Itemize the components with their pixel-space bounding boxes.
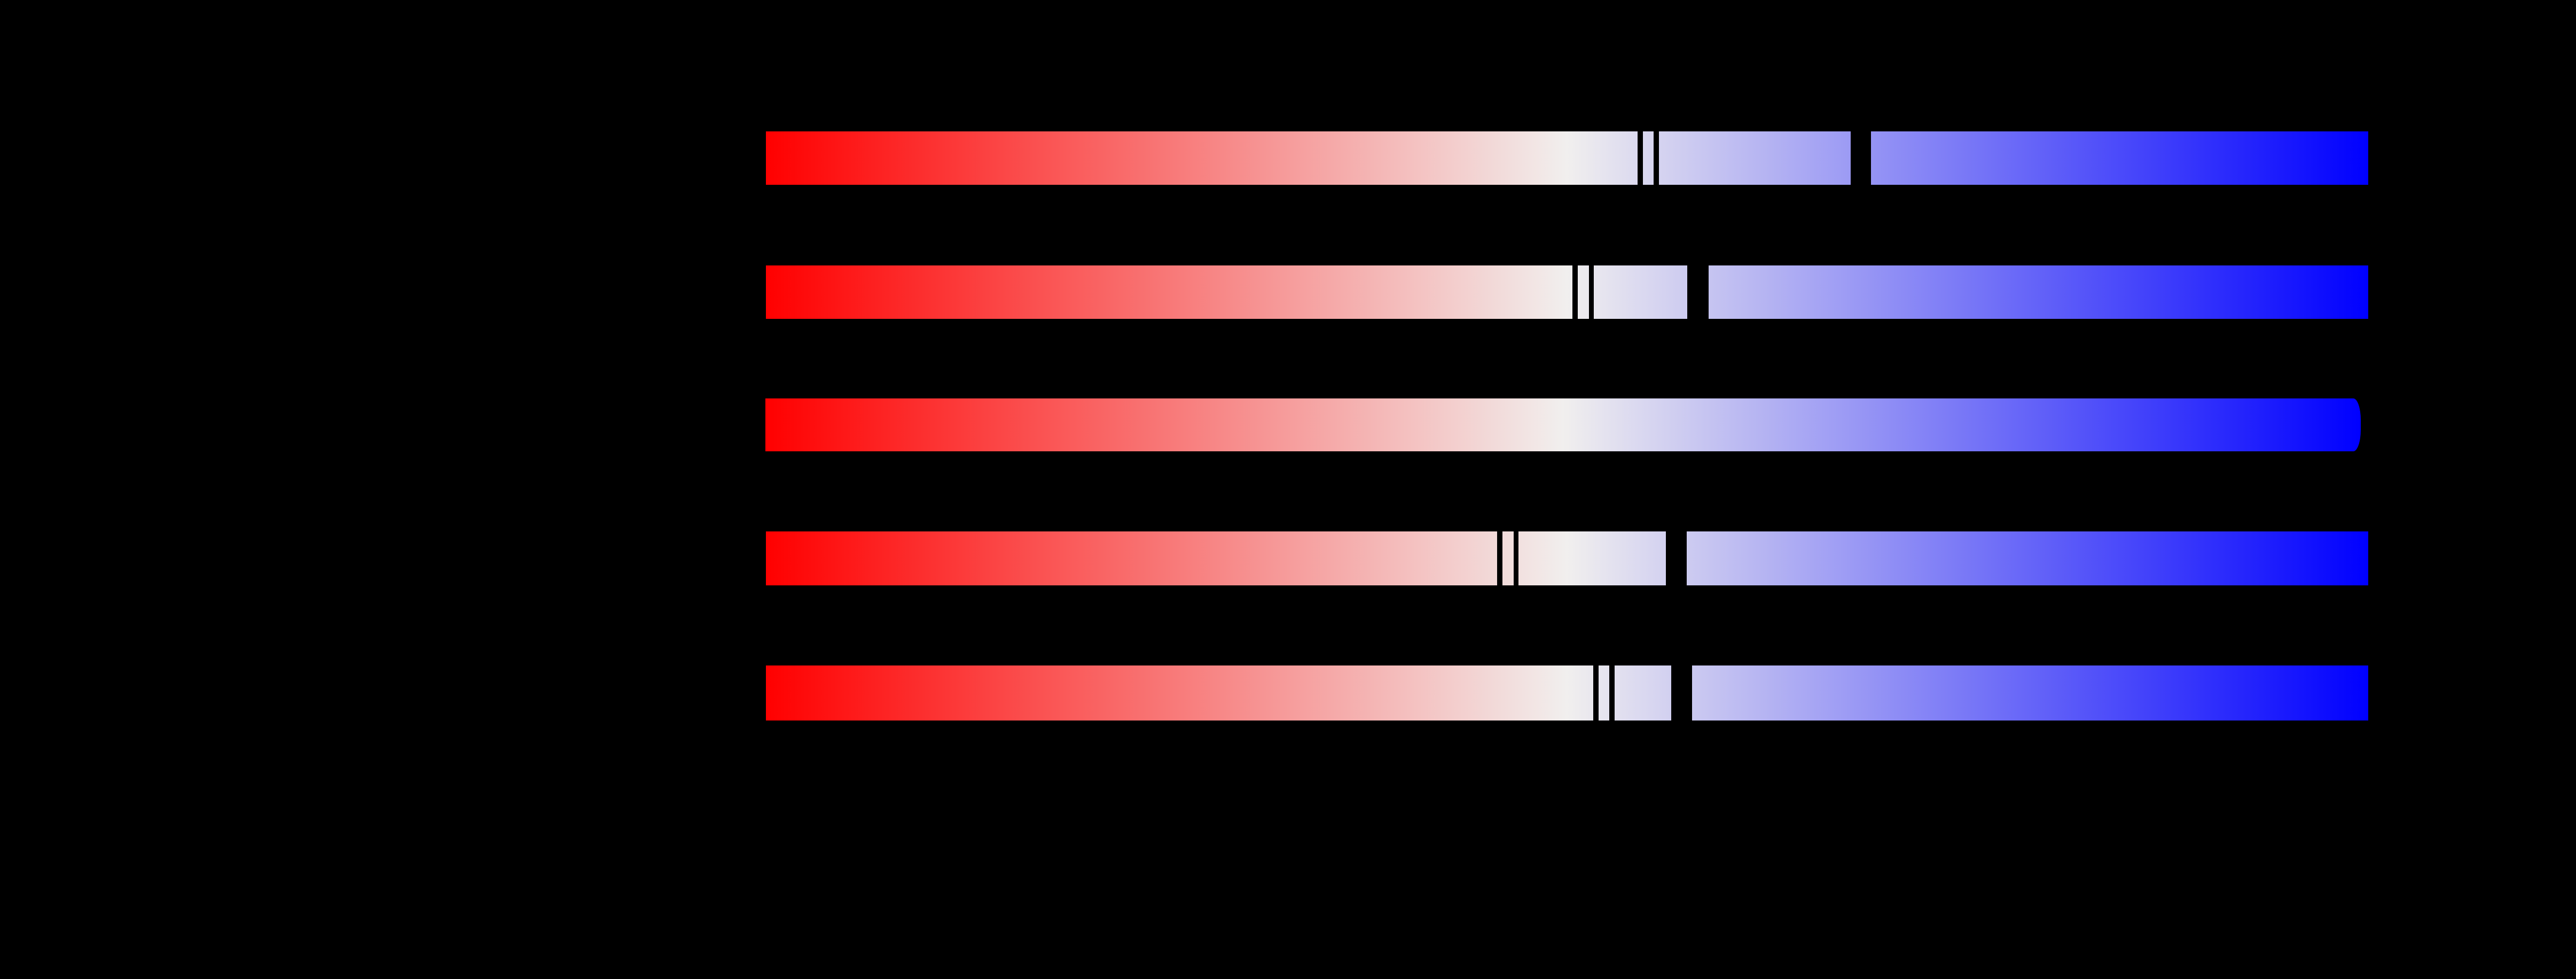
wide-marker-gap	[1671, 665, 1692, 720]
thin-marker-gap	[1589, 265, 1594, 319]
colormap-bar-row-5	[766, 665, 2368, 720]
wide-marker-gap	[1851, 131, 1871, 185]
thin-marker-gap	[1593, 665, 1599, 720]
colormap-bar-row-4	[766, 531, 2368, 585]
wide-marker-gap	[1687, 265, 1709, 319]
colormap-bar-row-1	[766, 131, 2368, 185]
thin-marker-gap	[1572, 265, 1578, 319]
thin-marker-gap	[1609, 665, 1615, 720]
colormap-bar-row-2	[766, 265, 2368, 319]
colormap-bar-row-3	[765, 398, 2361, 451]
thin-marker-gap	[1497, 531, 1502, 585]
thin-marker-gap	[1514, 531, 1518, 585]
thin-marker-gap	[1654, 131, 1659, 185]
thin-marker-gap	[1638, 131, 1643, 185]
wide-marker-gap	[1666, 531, 1687, 585]
